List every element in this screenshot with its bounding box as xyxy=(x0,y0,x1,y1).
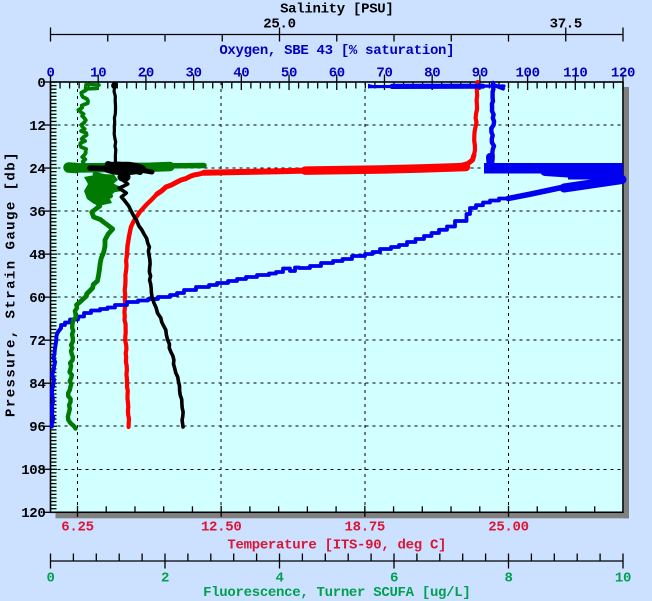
svg-text:Temperature [ITS-90, deg C]: Temperature [ITS-90, deg C] xyxy=(227,538,446,554)
svg-text:10: 10 xyxy=(615,571,631,587)
svg-text:37.5: 37.5 xyxy=(550,17,582,33)
svg-text:8: 8 xyxy=(504,571,512,587)
svg-text:60: 60 xyxy=(329,66,345,82)
svg-text:2: 2 xyxy=(161,571,169,587)
svg-text:40: 40 xyxy=(233,66,249,82)
svg-text:12.50: 12.50 xyxy=(201,520,242,536)
svg-text:25.00: 25.00 xyxy=(488,520,529,536)
svg-text:96: 96 xyxy=(29,420,45,436)
svg-text:20: 20 xyxy=(138,66,154,82)
svg-text:0: 0 xyxy=(46,66,54,82)
svg-text:25.0: 25.0 xyxy=(263,17,295,33)
svg-text:50: 50 xyxy=(281,66,297,82)
svg-text:84: 84 xyxy=(29,377,45,393)
svg-text:80: 80 xyxy=(424,66,440,82)
svg-text:100: 100 xyxy=(515,66,539,82)
svg-text:90: 90 xyxy=(472,66,488,82)
svg-text:Pressure, Strain Gauge [db]: Pressure, Strain Gauge [db] xyxy=(4,151,20,417)
svg-text:6: 6 xyxy=(390,571,398,587)
svg-text:120: 120 xyxy=(611,66,635,82)
svg-text:72: 72 xyxy=(29,334,45,350)
svg-text:12: 12 xyxy=(29,119,45,135)
svg-text:Fluorescence, Turner SCUFA [ug: Fluorescence, Turner SCUFA [ug/L] xyxy=(203,585,470,601)
svg-text:0: 0 xyxy=(37,76,45,92)
svg-text:Salinity [PSU]: Salinity [PSU] xyxy=(280,2,393,18)
svg-text:48: 48 xyxy=(29,248,45,264)
svg-text:110: 110 xyxy=(563,66,587,82)
svg-text:108: 108 xyxy=(21,463,45,479)
svg-text:6.25: 6.25 xyxy=(61,520,93,536)
svg-text:70: 70 xyxy=(376,66,392,82)
svg-text:60: 60 xyxy=(29,291,45,307)
svg-text:24: 24 xyxy=(29,162,45,178)
svg-text:10: 10 xyxy=(90,66,106,82)
svg-text:30: 30 xyxy=(185,66,201,82)
svg-text:36: 36 xyxy=(29,205,45,221)
svg-text:Oxygen, SBE 43 [% saturation]: Oxygen, SBE 43 [% saturation] xyxy=(219,43,454,59)
svg-text:0: 0 xyxy=(46,571,54,587)
svg-text:4: 4 xyxy=(275,571,283,587)
svg-text:18.75: 18.75 xyxy=(345,520,386,536)
svg-text:120: 120 xyxy=(21,506,45,522)
